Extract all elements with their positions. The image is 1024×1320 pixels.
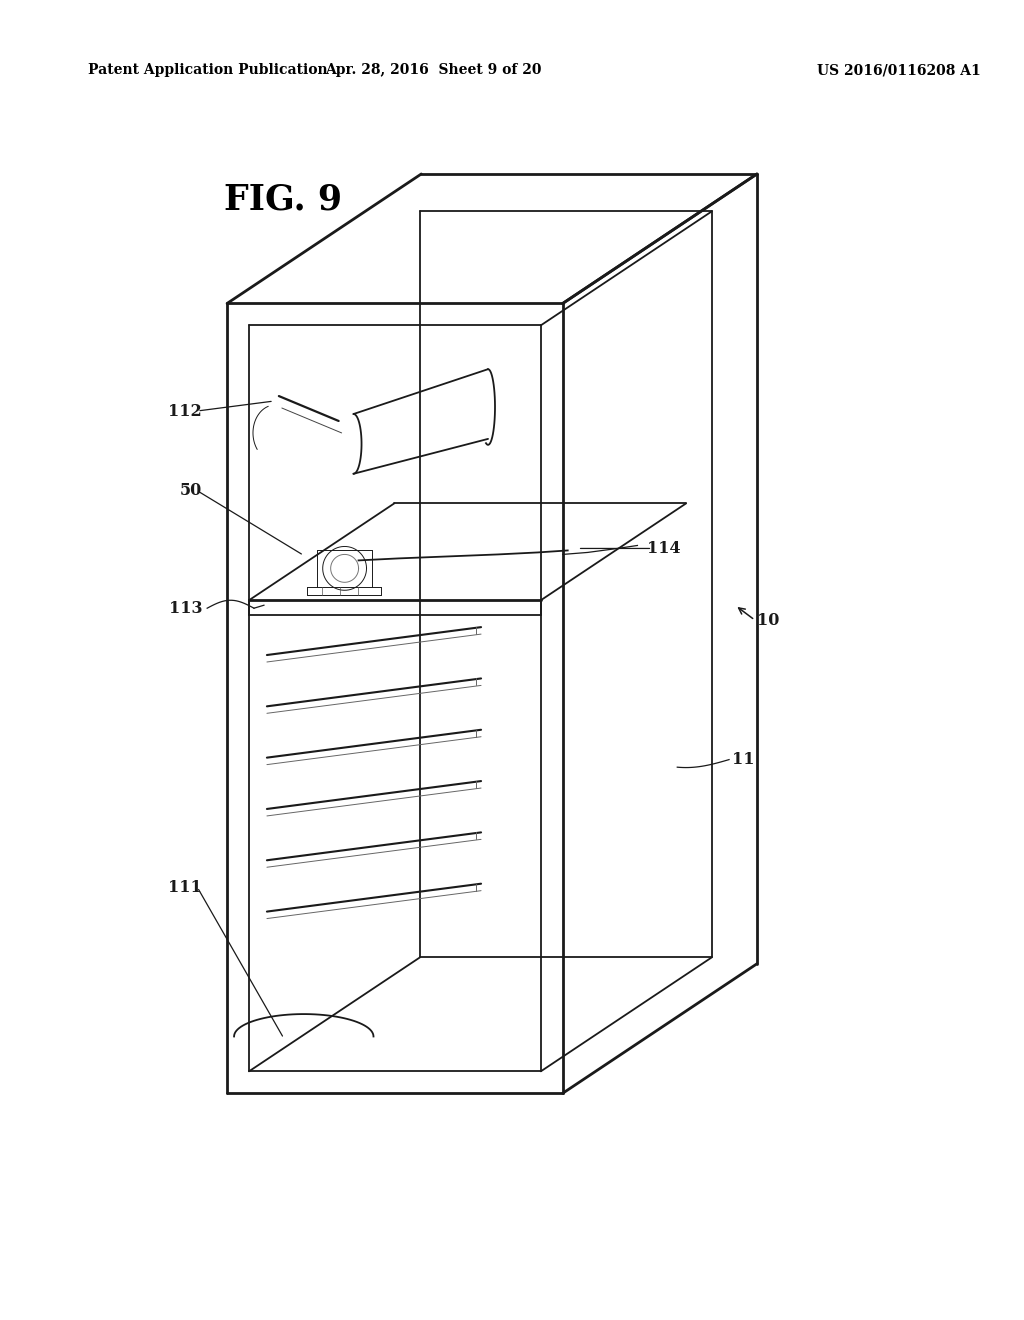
Text: Patent Application Publication: Patent Application Publication: [88, 63, 328, 78]
Text: 111: 111: [168, 879, 202, 895]
Text: 113: 113: [169, 599, 202, 616]
Text: 114: 114: [647, 540, 681, 557]
Text: Apr. 28, 2016  Sheet 9 of 20: Apr. 28, 2016 Sheet 9 of 20: [325, 63, 542, 78]
Text: 10: 10: [757, 611, 779, 628]
Text: FIG. 9: FIG. 9: [224, 183, 342, 216]
Text: US 2016/0116208 A1: US 2016/0116208 A1: [817, 63, 980, 78]
Text: 112: 112: [168, 403, 202, 420]
Text: 11: 11: [732, 751, 755, 768]
Text: 50: 50: [180, 482, 202, 499]
